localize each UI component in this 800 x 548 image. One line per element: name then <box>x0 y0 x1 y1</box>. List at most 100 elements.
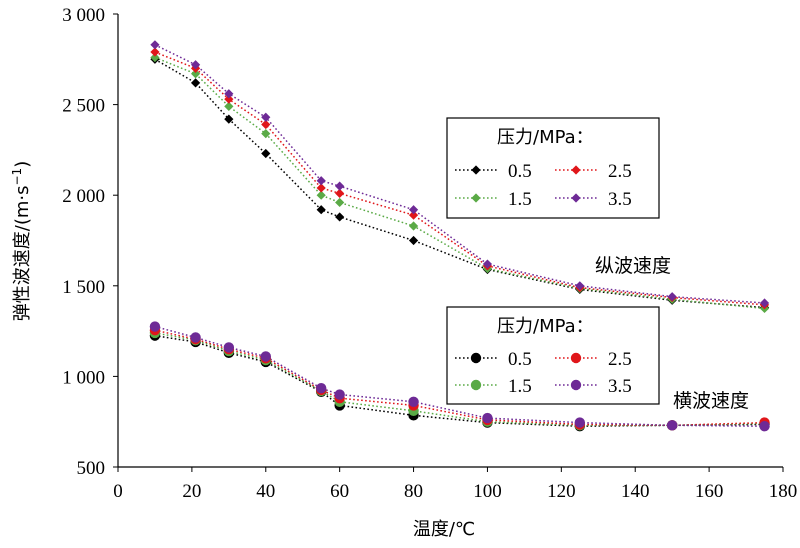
legend-item-0.5: 0.5 <box>455 161 532 182</box>
legend-label: 3.5 <box>608 189 632 210</box>
series-line-2.5 <box>154 329 765 427</box>
x-tick-label: 160 <box>695 481 724 502</box>
data-point <box>408 221 419 231</box>
data-point <box>482 412 493 424</box>
legend-item-3.5: 3.5 <box>555 376 632 397</box>
legend-item-0.5: 0.5 <box>455 349 532 370</box>
y-tick-label: 500 <box>77 458 106 479</box>
data-point <box>408 210 419 220</box>
y-tick-label: 2 000 <box>62 186 105 207</box>
data-point <box>666 420 678 431</box>
legend-label: 0.5 <box>508 349 532 370</box>
legend-marker <box>470 379 482 391</box>
data-point <box>224 101 234 112</box>
legend-label: 0.5 <box>508 161 532 182</box>
data-point <box>316 183 326 193</box>
x-tick-label: 20 <box>182 481 201 502</box>
legend-marker <box>570 379 582 391</box>
data-point <box>335 212 345 222</box>
data-point <box>150 52 160 63</box>
legend-marker <box>570 352 582 364</box>
y-tick-label: 3 000 <box>62 5 105 26</box>
data-point <box>667 292 677 302</box>
data-point <box>190 60 201 70</box>
legend-label: 1.5 <box>508 189 532 210</box>
legend-label: 3.5 <box>608 376 632 397</box>
x-tick-label: 0 <box>113 481 123 502</box>
data-point <box>334 389 345 400</box>
y-tick-label: 2 500 <box>62 96 105 117</box>
data-point <box>335 188 345 198</box>
legend-marker <box>571 165 581 175</box>
legend-label: 2.5 <box>608 349 632 370</box>
series-layer <box>149 40 770 432</box>
data-point <box>190 78 201 88</box>
y-axis-title-exponent: −1 <box>10 168 24 186</box>
legend-transverse: 压力/MPa： 0.5 1.5 2.5 3.5 <box>446 306 660 405</box>
data-point <box>335 181 345 191</box>
data-point <box>575 281 585 291</box>
x-axis-title: 温度/℃ <box>413 519 475 540</box>
legend-label: 1.5 <box>508 376 532 397</box>
x-tick-label: 120 <box>547 481 576 502</box>
data-point <box>261 128 271 139</box>
legend-item-3.5: 3.5 <box>555 189 632 210</box>
data-point <box>316 176 326 186</box>
series-line-3.5 <box>154 325 765 427</box>
data-point <box>574 417 586 428</box>
y-axis-title-main: 弹性波速度/(m·s <box>12 186 33 322</box>
x-tick-label: 100 <box>473 481 502 502</box>
annotation-longitudinal: 纵波速度 <box>595 255 671 277</box>
data-point <box>190 69 201 79</box>
data-point <box>408 205 419 215</box>
x-tick-label: 140 <box>621 481 650 502</box>
x-tick-label: 60 <box>330 481 349 502</box>
data-point <box>261 119 271 130</box>
plot-area <box>117 14 783 468</box>
data-point <box>190 332 201 343</box>
data-point <box>150 40 160 50</box>
data-point <box>408 396 419 407</box>
series-group-longitudinal <box>150 40 770 314</box>
legend-box <box>446 306 660 405</box>
legend-item-1.5: 1.5 <box>455 189 532 210</box>
data-point <box>335 197 345 208</box>
y-axis-title: 弹性波速度/(m·s−1) <box>10 161 33 321</box>
legend-item-1.5: 1.5 <box>455 376 532 397</box>
data-point <box>224 114 234 124</box>
x-tick-label: 180 <box>769 481 798 502</box>
legend-marker <box>571 193 581 203</box>
x-tick-label: 80 <box>404 481 423 502</box>
data-point <box>223 342 235 353</box>
data-point <box>261 148 271 159</box>
data-point <box>316 205 326 215</box>
data-point <box>759 298 770 308</box>
data-point <box>149 321 161 332</box>
data-point <box>261 112 271 122</box>
data-point <box>224 89 234 99</box>
legend-label: 2.5 <box>608 161 632 182</box>
series-group-transverse <box>149 321 770 432</box>
legend-longitudinal: 压力/MPa： 0.5 1.5 2.5 3.5 <box>446 117 660 219</box>
series-line-1.5 <box>154 332 765 427</box>
legend-marker <box>471 165 481 175</box>
y-axis-title-close: ) <box>12 161 33 168</box>
legend-marker <box>471 193 481 203</box>
y-tick-label: 1 500 <box>62 277 105 298</box>
legend-marker <box>470 352 482 364</box>
legend-title: 压力/MPa： <box>497 316 594 337</box>
annotation-transverse: 横波速度 <box>673 390 749 412</box>
data-point <box>260 351 271 362</box>
data-point <box>482 259 493 269</box>
y-tick-label: 1 000 <box>62 367 105 388</box>
data-point <box>315 382 327 394</box>
legend-box <box>446 117 660 219</box>
x-tick-label: 40 <box>256 481 275 502</box>
legend-title: 压力/MPa： <box>497 127 594 148</box>
data-point <box>150 47 160 57</box>
legend-item-2.5: 2.5 <box>555 349 632 370</box>
legend-item-2.5: 2.5 <box>555 161 632 182</box>
data-point <box>759 421 770 432</box>
data-point <box>224 94 234 104</box>
